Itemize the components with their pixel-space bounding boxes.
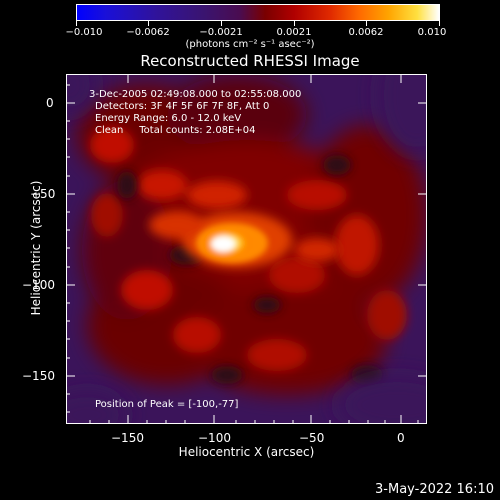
peak-position-label: Position of Peak = [-100,-77]: [95, 399, 239, 410]
rhessi-image: [67, 75, 426, 423]
plot-timestamp: 3-May-2022 16:10: [375, 482, 494, 497]
colorbar-tick-label: −0.010: [65, 27, 103, 38]
x-axis-title: Heliocentric X (arcsec): [178, 445, 315, 459]
colorbar-tick-label: 0.010: [417, 27, 447, 38]
energy-range-label: Energy Range: 6.0 - 12.0 keV: [95, 113, 242, 124]
y-tick-label: −50: [30, 187, 56, 201]
time-range-label: 3-Dec-2005 02:49:08.000 to 02:55:08.000: [89, 89, 302, 100]
x-tick-label: −50: [299, 431, 325, 445]
detectors-label: Detectors: 3F 4F 5F 6F 7F 8F, Att 0: [95, 101, 270, 112]
colorbar-tick-label: 0.0062: [348, 27, 384, 38]
y-tick-label: −100: [22, 278, 55, 292]
x-tick-label: 0: [397, 431, 405, 445]
colorbar-tick-label: −0.0062: [126, 27, 170, 38]
colorbar-ticks: −0.010 −0.0062 −0.0021 0.0021 0.0062 0.0…: [0, 0, 500, 40]
x-tick-label: −150: [111, 431, 144, 445]
image-title: Reconstructed RHESSI Image: [140, 52, 360, 70]
y-axis-title: Heliocentric Y (arcsec): [29, 180, 43, 316]
clean-counts-label: Clean Total counts: 2.08E+04: [95, 125, 256, 136]
colorbar-tick-label: 0.0021: [276, 27, 312, 38]
colorbar-tick-label: −0.0021: [199, 27, 243, 38]
image-panel: 3-Dec-2005 02:49:08.000 to 02:55:08.000 …: [66, 74, 427, 424]
y-tick-label: −150: [22, 369, 55, 383]
colorbar-units: (photons cm⁻² s⁻¹ asec⁻²): [185, 39, 315, 50]
y-tick-label: 0: [46, 96, 54, 110]
colorbar: [76, 4, 440, 21]
x-tick-label: −100: [198, 431, 231, 445]
